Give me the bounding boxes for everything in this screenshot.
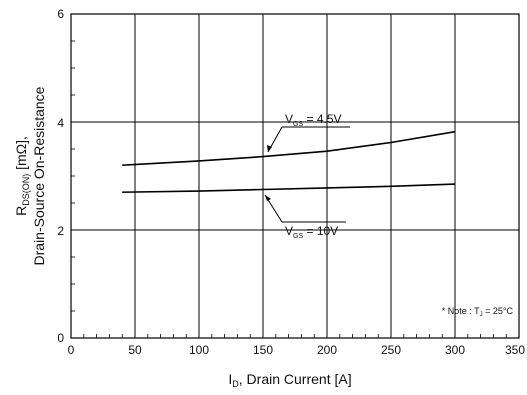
y-axis-label-rest: [mΩ], xyxy=(13,136,29,174)
series-label-rest: = 10V xyxy=(303,224,338,238)
x-axis-label-sub: D xyxy=(232,379,239,389)
series-label-main: V xyxy=(285,112,293,126)
x-tick-label: 300 xyxy=(445,343,465,357)
x-axis-label-rest: , Drain Current [A] xyxy=(239,371,352,387)
series-label-sub: GS xyxy=(293,233,303,240)
y-axis-label-line1: RDS(ON) [mΩ], xyxy=(13,136,31,216)
y-tick-labels: 0 2 4 6 xyxy=(57,7,64,345)
annotation-vgs-4-5v: VGS = 4.5V xyxy=(267,112,350,153)
y-axis-label-main: R xyxy=(13,206,29,216)
note-sub: J xyxy=(480,312,483,318)
y-tick-label: 2 xyxy=(57,224,64,238)
x-tick-label: 200 xyxy=(317,343,337,357)
series-line-vgs-4-5v xyxy=(122,130,456,166)
chart-note: * Note : TJ = 25°C xyxy=(442,306,514,318)
series-label-sub: GS xyxy=(293,121,303,128)
x-tick-labels: 0 50 100 150 200 250 300 350 xyxy=(68,343,526,357)
x-tick-label: 350 xyxy=(505,343,525,357)
arrowhead-icon xyxy=(267,145,272,152)
y-axis-label-sub: DS(ON) xyxy=(21,174,31,206)
series-line-vgs-10v xyxy=(122,183,456,193)
series-label-vgs-4-5v: VGS = 4.5V xyxy=(285,112,342,128)
y-tick-label: 4 xyxy=(57,116,64,130)
arrowhead-icon xyxy=(265,195,271,201)
y-tick-label: 0 xyxy=(57,331,64,345)
x-tick-label: 50 xyxy=(128,343,142,357)
minor-ticks xyxy=(71,40,507,338)
series-label-vgs-10v: VGS = 10V xyxy=(285,224,338,240)
note-prefix: * Note : T xyxy=(442,306,480,316)
y-axis-label: RDS(ON) [mΩ], Drain-Source On-Resistance xyxy=(13,86,47,265)
x-tick-label: 150 xyxy=(253,343,273,357)
x-tick-label: 0 xyxy=(68,343,75,357)
x-tick-label: 250 xyxy=(381,343,401,357)
y-axis-label-line2: Drain-Source On-Resistance xyxy=(31,86,47,265)
series-label-rest: = 4.5V xyxy=(303,112,341,126)
series-label-main: V xyxy=(285,224,293,238)
y-tick-label: 6 xyxy=(57,7,64,21)
x-axis-label-main: I xyxy=(228,371,232,387)
plot-frame xyxy=(70,13,520,339)
x-axis-label: ID, Drain Current [A] xyxy=(228,371,351,389)
annotation-vgs-10v: VGS = 10V xyxy=(264,194,346,240)
x-tick-label: 100 xyxy=(189,343,209,357)
note-suffix: = 25°C xyxy=(483,306,514,316)
grid-lines xyxy=(71,14,519,338)
